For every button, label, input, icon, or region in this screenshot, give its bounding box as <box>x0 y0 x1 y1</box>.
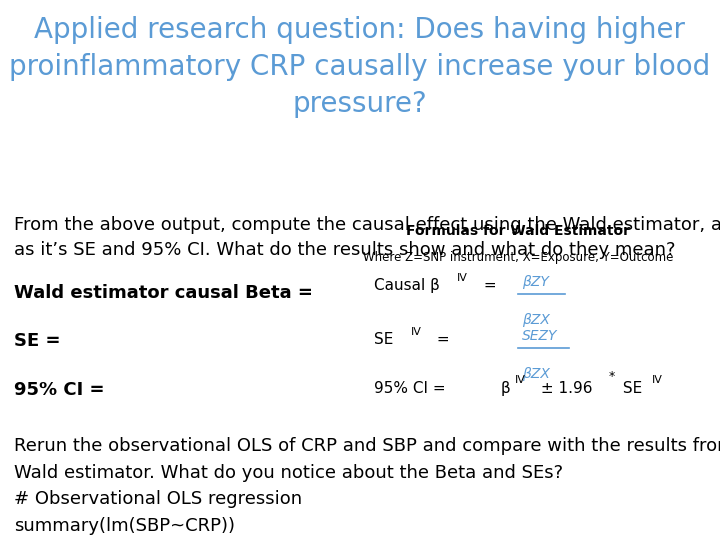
Text: βZX: βZX <box>522 313 550 327</box>
Text: =: = <box>432 332 449 347</box>
Text: IV: IV <box>457 273 468 283</box>
Text: 95% CI =: 95% CI = <box>374 381 446 396</box>
Text: SE: SE <box>618 381 642 396</box>
Text: Formulas for Wald Estimator: Formulas for Wald Estimator <box>406 224 631 238</box>
Text: Rerun the observational OLS of CRP and SBP and compare with the results from the: Rerun the observational OLS of CRP and S… <box>14 437 720 535</box>
Text: IV: IV <box>652 375 662 386</box>
Text: Where Z=SNP instrument, X=Exposure, Y=Outcome: Where Z=SNP instrument, X=Exposure, Y=Ou… <box>363 251 674 264</box>
Text: SE =: SE = <box>14 332 61 350</box>
Text: From the above output, compute the causal effect using the Wald estimator, as we: From the above output, compute the causa… <box>14 216 720 259</box>
Text: βZY: βZY <box>522 275 549 289</box>
Text: 95% CI =: 95% CI = <box>14 381 105 399</box>
Text: βZX: βZX <box>522 367 550 381</box>
Text: ± 1.96: ± 1.96 <box>536 381 593 396</box>
Text: Wald estimator causal Beta =: Wald estimator causal Beta = <box>14 284 313 301</box>
Text: IV: IV <box>515 375 526 386</box>
Text: SEZY: SEZY <box>522 329 557 343</box>
Text: SE: SE <box>374 332 394 347</box>
Text: Causal β: Causal β <box>374 278 440 293</box>
Text: IV: IV <box>410 327 421 337</box>
Text: β: β <box>500 381 510 396</box>
Text: =: = <box>479 278 496 293</box>
Text: *: * <box>608 370 615 383</box>
Text: Applied research question: Does having higher
proinflammatory CRP causally incre: Applied research question: Does having h… <box>9 16 711 118</box>
